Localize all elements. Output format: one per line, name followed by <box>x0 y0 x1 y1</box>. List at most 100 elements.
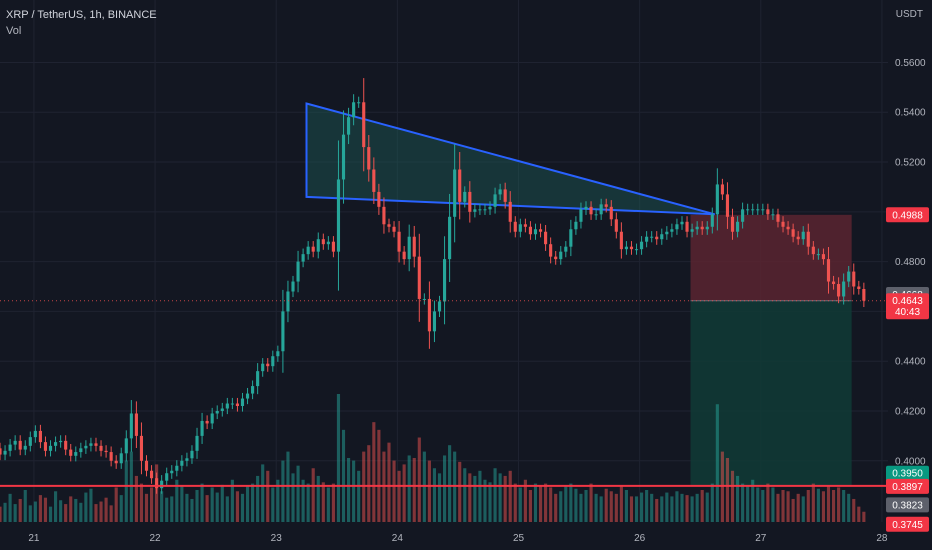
volume-bar <box>513 483 517 522</box>
volume-bar <box>149 487 154 522</box>
price-tag <box>886 207 929 223</box>
candle-body <box>306 246 310 255</box>
stop-loss-zone[interactable] <box>690 214 852 301</box>
candle-body <box>74 452 78 456</box>
candle-body <box>180 460 184 466</box>
support-line[interactable] <box>0 300 888 487</box>
candle-body <box>185 458 189 461</box>
volume-bar <box>251 483 255 522</box>
candle-body <box>367 147 371 170</box>
x-tick-label: 25 <box>513 533 525 544</box>
volume-bar <box>271 487 275 522</box>
candle-body <box>463 191 467 202</box>
volume-bar <box>13 504 17 522</box>
candle-body <box>634 249 639 251</box>
volume-bar <box>412 458 416 522</box>
candle-body <box>286 291 290 312</box>
candle-body <box>776 214 780 222</box>
price-tag-value: 0.3823 <box>892 500 923 511</box>
candle-body <box>94 443 98 446</box>
position-zones <box>690 214 852 486</box>
volume-bar <box>160 491 164 522</box>
candle-body <box>569 229 573 247</box>
volume-bar <box>781 490 785 522</box>
candle-body <box>594 214 598 216</box>
candle-body <box>816 254 820 256</box>
candle-body <box>523 224 527 227</box>
price-tag <box>886 516 929 532</box>
volume-bar <box>427 460 431 522</box>
volume-bar <box>301 479 305 522</box>
volume-bar <box>170 496 174 522</box>
volume-bar <box>816 488 820 522</box>
volume-bar <box>458 461 462 522</box>
candle-body <box>821 254 826 260</box>
candle-body <box>336 179 341 252</box>
volume-bar <box>746 486 750 522</box>
candle-body <box>624 246 628 250</box>
candle-body <box>69 449 73 456</box>
candle-body <box>377 191 381 207</box>
volume-bar <box>245 486 250 522</box>
chart-title: XRP / TetherUS, 1h, BINANCE <box>6 9 157 21</box>
y-tick-label: 0.4000 <box>895 456 926 467</box>
candle-body <box>225 403 229 409</box>
volume-bar <box>185 493 189 522</box>
candle-body <box>670 229 674 232</box>
volume-bar <box>599 496 603 522</box>
candle-body <box>79 448 83 453</box>
volume-bar <box>533 483 538 522</box>
candle-body <box>640 241 644 250</box>
volume-bar <box>675 491 679 522</box>
volume-bar <box>377 429 381 522</box>
candle-body <box>84 445 88 449</box>
volume-bar <box>559 491 563 522</box>
volume-bar <box>847 493 851 522</box>
candle-body <box>392 226 396 232</box>
candle-body <box>518 224 522 232</box>
volume-bar <box>786 491 790 522</box>
candle-body <box>554 256 558 260</box>
volume-bar <box>640 492 644 522</box>
volume-bar <box>195 490 199 522</box>
volume-bar <box>604 488 608 522</box>
candle-body <box>407 236 411 260</box>
volume-bar <box>574 488 578 522</box>
volume-bar <box>634 496 639 522</box>
candle-body <box>488 206 492 210</box>
candle-body <box>690 229 694 232</box>
candle-body <box>155 478 159 489</box>
candle-body <box>170 470 174 474</box>
candle-body <box>852 271 856 287</box>
candle-body <box>448 216 452 260</box>
volume-bar <box>564 486 568 522</box>
volume-bar <box>448 445 452 522</box>
volume-bar <box>392 460 396 522</box>
candle-body <box>316 239 320 252</box>
volume-bar <box>488 482 492 522</box>
volume-bar <box>215 492 219 522</box>
take-profit-zone[interactable] <box>690 300 852 486</box>
volume-bar <box>796 493 800 522</box>
volume-bar <box>437 473 442 522</box>
volume-bar <box>518 487 522 522</box>
candle-body <box>134 413 138 436</box>
candle-body <box>513 221 517 232</box>
volume-bar <box>296 465 300 522</box>
candle-body <box>190 450 194 459</box>
volume-bar <box>139 483 144 522</box>
candle-body <box>503 189 507 202</box>
candle-body <box>645 236 649 242</box>
candle-body <box>13 440 17 445</box>
volume-bar <box>862 511 866 522</box>
volume-bar <box>321 482 325 522</box>
candle-body <box>710 214 714 227</box>
volume-indicator-label[interactable]: Vol <box>6 25 22 37</box>
volume-bar <box>483 479 487 522</box>
volume-bar <box>710 483 714 522</box>
candle-body <box>124 438 128 454</box>
volume-bar <box>261 464 265 522</box>
volume-bar <box>442 455 447 522</box>
